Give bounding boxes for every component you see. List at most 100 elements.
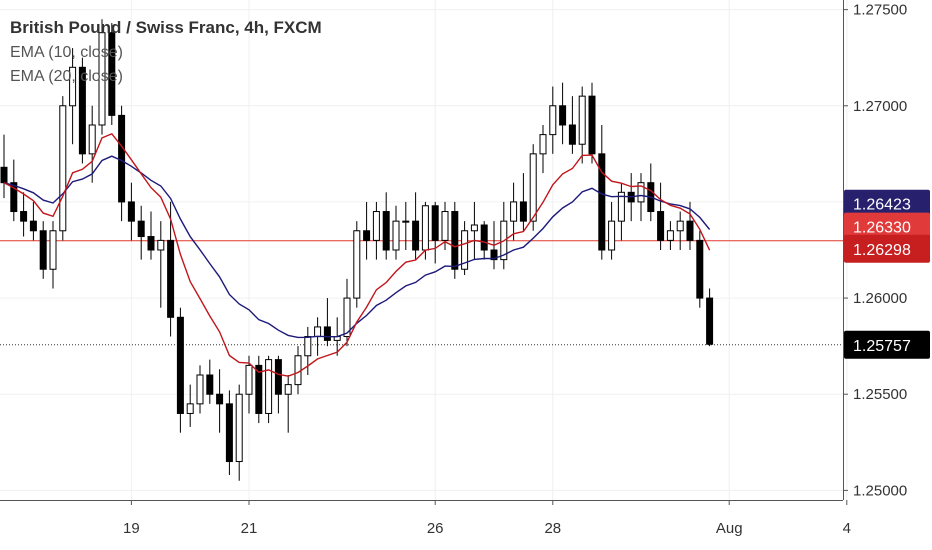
x-tick-label: Aug (716, 520, 743, 537)
candle-body (284, 384, 292, 395)
candle (235, 384, 243, 481)
candle (39, 221, 47, 279)
candle (245, 355, 253, 414)
candle-body (617, 191, 625, 222)
badge-bg (844, 212, 930, 241)
candle (578, 86, 586, 164)
candle (167, 201, 175, 337)
candle-body (637, 182, 645, 203)
candle-body (461, 230, 469, 270)
candle-body (529, 153, 537, 222)
candle-body (666, 230, 674, 241)
candle-body (588, 95, 596, 155)
candle-body (196, 374, 204, 405)
candle-body (10, 182, 18, 213)
badge-label: 1.26298 (853, 242, 911, 259)
candle (568, 96, 576, 154)
candle (225, 390, 233, 475)
y-tick-label: 1.25000 (853, 482, 907, 499)
candle (431, 201, 439, 264)
candle-body (539, 134, 547, 155)
candle-body (274, 359, 282, 395)
badge-bg (844, 189, 930, 218)
candle (10, 159, 18, 222)
candle (392, 205, 400, 260)
candle-body (598, 153, 606, 251)
candle (206, 359, 214, 404)
candle-body (470, 224, 478, 232)
candle-body (29, 220, 37, 232)
candle-body (0, 166, 8, 184)
x-tick-label: 4 (843, 520, 851, 537)
candle-body (578, 95, 586, 145)
candle-body (98, 32, 106, 126)
x-tick-label: 28 (544, 520, 561, 537)
candle (137, 205, 145, 260)
ema10-line (3, 132, 711, 377)
candle (519, 173, 527, 231)
y-tick-label: 1.27500 (853, 2, 907, 19)
candle (637, 173, 645, 222)
candle (588, 82, 596, 164)
candle (451, 201, 459, 279)
candle-body (451, 211, 459, 270)
price-badge-hline: 1.26298 (844, 234, 930, 263)
chart-title: British Pound / Swiss Franc, 4h, FXCM (10, 18, 322, 37)
price-badge-ema20: 1.26423 (844, 189, 930, 218)
candle (412, 192, 420, 260)
candle (284, 375, 292, 433)
candle-body (69, 66, 77, 107)
candle (382, 192, 390, 260)
candle-body (255, 364, 263, 414)
candle (666, 221, 674, 250)
badge-label: 1.25757 (853, 338, 911, 355)
candle-body (235, 393, 243, 463)
candle-body (167, 239, 175, 318)
candle-body (657, 211, 665, 241)
candle-body (353, 230, 361, 299)
candle (265, 355, 273, 424)
badge-bg (844, 330, 930, 359)
candle-body (608, 220, 616, 251)
candle (363, 201, 371, 260)
price-badge-ema10: 1.26330 (844, 212, 930, 241)
candle (353, 221, 361, 308)
candle-body (59, 105, 67, 232)
x-tick-label: 21 (241, 520, 258, 537)
candle-body (549, 105, 557, 136)
candle (617, 182, 625, 241)
badge-label: 1.26423 (853, 197, 911, 214)
candle (676, 211, 684, 250)
candle (598, 125, 606, 260)
candle-body (431, 205, 439, 241)
candle-body (412, 220, 420, 251)
candle (372, 201, 380, 260)
candle (69, 48, 77, 145)
candle (274, 355, 282, 414)
badge-label: 1.26330 (853, 220, 911, 237)
candle (186, 384, 194, 427)
candle-body (78, 66, 86, 155)
candle-body (225, 403, 233, 463)
candle-body (176, 316, 184, 414)
candle (696, 230, 704, 308)
candle (78, 57, 86, 164)
candle (657, 182, 665, 250)
candle (461, 221, 469, 275)
candle-body (137, 220, 145, 238)
candle-body (392, 220, 400, 251)
candle (470, 201, 478, 260)
candle-body (402, 220, 410, 223)
candle (608, 201, 616, 260)
candle (98, 19, 106, 135)
candle-body (127, 201, 135, 222)
candle (147, 211, 155, 260)
candle-body (490, 249, 498, 261)
candle-body (706, 297, 714, 345)
y-tick-label: 1.27000 (853, 98, 907, 115)
candle-body (363, 230, 371, 241)
candle-body (519, 201, 527, 222)
candle (29, 201, 37, 241)
ema10-legend: EMA (10, close) (10, 44, 123, 61)
